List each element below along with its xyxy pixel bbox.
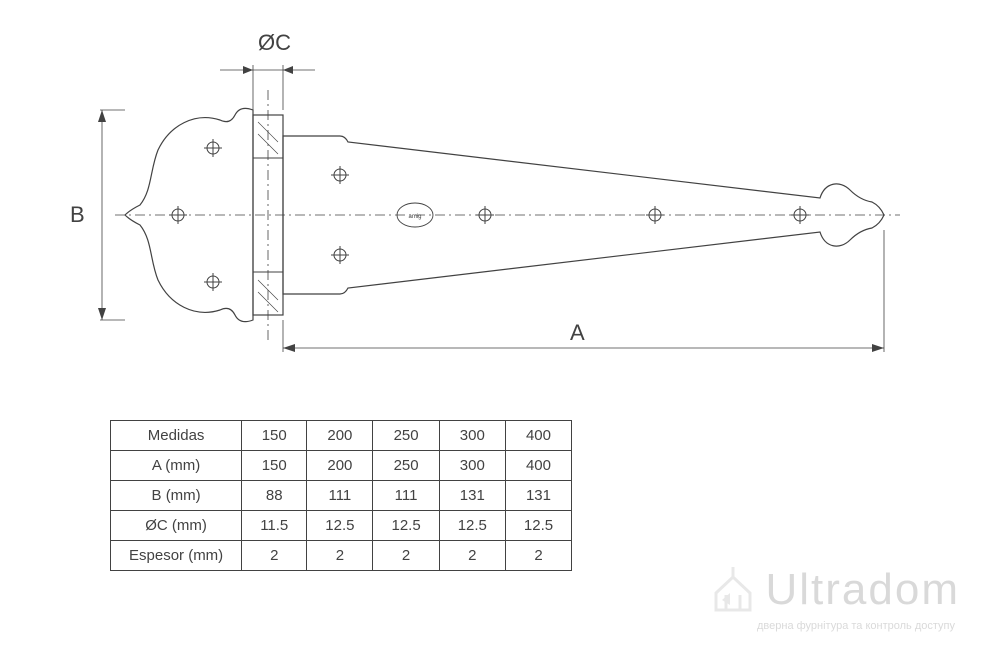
table-header-row: Medidas 150 200 250 300 400 [111, 421, 572, 451]
header-col: 250 [373, 421, 439, 451]
row-label: Espesor (mm) [111, 541, 242, 571]
cell: 111 [307, 481, 373, 511]
header-col: 300 [439, 421, 505, 451]
cell: 300 [439, 451, 505, 481]
dim-label-a: A [570, 320, 585, 346]
cell: 150 [242, 451, 307, 481]
cell: 88 [242, 481, 307, 511]
watermark: Ultradom [708, 565, 961, 615]
cell: 12.5 [505, 511, 571, 541]
watermark-subtext: дверна фурнітура та контроль доступу [757, 620, 955, 632]
row-label: B (mm) [111, 481, 242, 511]
dim-label-b: B [70, 202, 85, 228]
cell: 2 [439, 541, 505, 571]
header-col: 200 [307, 421, 373, 451]
row-label: ØC (mm) [111, 511, 242, 541]
row-label: A (mm) [111, 451, 242, 481]
header-medidas: Medidas [111, 421, 242, 451]
dim-label-c: ØC [258, 30, 291, 56]
cell: 2 [242, 541, 307, 571]
header-col: 400 [505, 421, 571, 451]
cell: 250 [373, 451, 439, 481]
table-row: A (mm) 150 200 250 300 400 [111, 451, 572, 481]
cell: 12.5 [373, 511, 439, 541]
header-col: 150 [242, 421, 307, 451]
cell: 2 [307, 541, 373, 571]
hinge-diagram: amig B A ØC [80, 30, 910, 360]
cell: 2 [373, 541, 439, 571]
cell: 2 [505, 541, 571, 571]
cell: 111 [373, 481, 439, 511]
cell: 131 [505, 481, 571, 511]
cell: 12.5 [307, 511, 373, 541]
house-icon [708, 565, 758, 615]
cell: 11.5 [242, 511, 307, 541]
cell: 12.5 [439, 511, 505, 541]
cell: 131 [439, 481, 505, 511]
table-row: ØC (mm) 11.5 12.5 12.5 12.5 12.5 [111, 511, 572, 541]
table-row: Espesor (mm) 2 2 2 2 2 [111, 541, 572, 571]
table-row: B (mm) 88 111 111 131 131 [111, 481, 572, 511]
cell: 200 [307, 451, 373, 481]
cell: 400 [505, 451, 571, 481]
watermark-text: Ultradom [766, 565, 961, 615]
svg-text:amig: amig [408, 214, 421, 220]
dimensions-table: Medidas 150 200 250 300 400 A (mm) 150 2… [110, 420, 572, 571]
